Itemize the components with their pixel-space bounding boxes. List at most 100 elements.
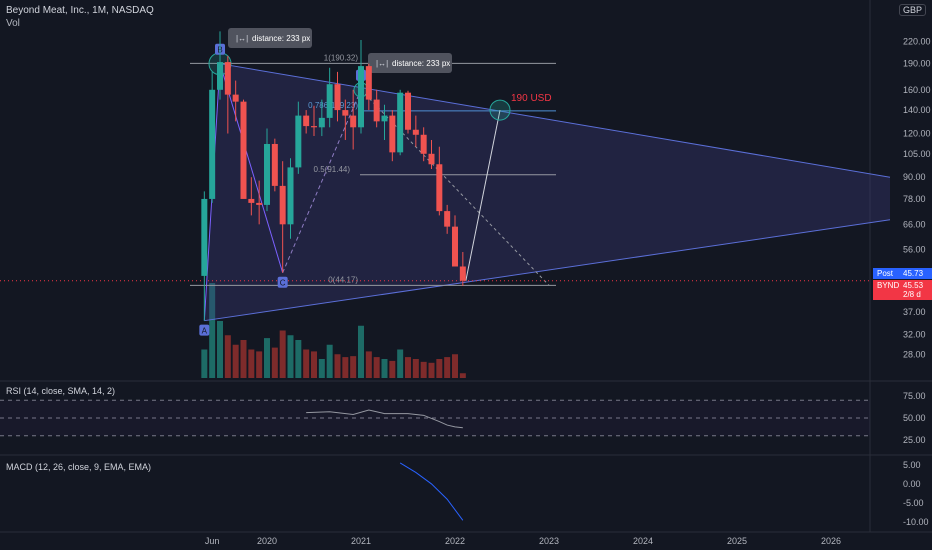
volume-bar [420, 361, 427, 378]
candle-body [436, 164, 443, 212]
candle-body [209, 89, 216, 199]
indicator-axis-label: 25.00 [903, 435, 926, 445]
price-tag-label: Post [877, 269, 894, 278]
y-tick-label: 120.00 [903, 129, 931, 139]
y-tick-label: 28.00 [903, 350, 926, 360]
point-label: B [217, 46, 222, 55]
fib-level-label: 0.5(91.44) [314, 165, 351, 174]
volume-bar [397, 349, 404, 378]
candle-body [365, 66, 372, 100]
candle-body [287, 167, 294, 225]
indicators: 75.00 50.00 25.00 5.00 0.00 -5.00 -10.00 [0, 391, 929, 527]
candle-body [381, 115, 388, 122]
indicator-axis-label: 50.00 [903, 413, 926, 423]
price-tag [873, 268, 932, 279]
y-tick-label: 140.00 [903, 105, 931, 115]
candle-body [264, 143, 270, 205]
volume-bar [405, 357, 411, 378]
volume-bar [358, 325, 364, 378]
volume-bar [428, 362, 435, 378]
volume-bar [412, 359, 419, 378]
currency-badge[interactable]: GBP [898, 4, 926, 16]
volume-bar [295, 340, 302, 378]
point-label: A [202, 327, 208, 336]
distance-icon: |↔| [376, 59, 388, 68]
volume-bar [256, 351, 263, 378]
grid [0, 0, 932, 533]
candle-body [459, 266, 466, 281]
candle-body [271, 143, 278, 186]
volume-bar [217, 321, 223, 378]
price-tag [873, 289, 932, 300]
candle-body [420, 134, 427, 154]
candle-body [318, 117, 325, 128]
y-tick-label: 56.00 [903, 244, 926, 254]
pattern-leg-dashed [282, 89, 362, 273]
volume-bar [287, 335, 294, 378]
target-circle [489, 99, 511, 121]
point-marker [277, 276, 288, 288]
x-tick-label: 2025 [727, 536, 747, 546]
volume-bar [318, 359, 325, 378]
y-tick-label: 32.00 [903, 329, 926, 339]
triangle-pattern [204, 63, 891, 321]
fib-level-label: 0.786(139.23) [308, 101, 358, 110]
candle-body [397, 92, 404, 153]
indicator-axis-label: -5.00 [903, 498, 924, 508]
candle-body [232, 94, 239, 102]
macd-label: MACD (12, 26, close, 9, EMA, EMA) [6, 462, 152, 472]
volume-bar [334, 354, 341, 378]
x-tick-label: 2021 [351, 536, 371, 546]
pattern-leg [203, 63, 284, 321]
point-label: C [280, 279, 286, 288]
x-tick-label: 2023 [539, 536, 559, 546]
candle-body [350, 115, 357, 128]
distance-icon: |↔| [236, 34, 248, 43]
y-tick-label: 66.00 [903, 219, 926, 229]
volume-label: Vol [6, 18, 20, 29]
volume-bar [365, 351, 372, 378]
x-tick-label: 2026 [821, 536, 841, 546]
chart-title: Beyond Meat, Inc., 1M, NASDAQ [6, 5, 154, 16]
target-line [465, 109, 501, 281]
candle-body [412, 129, 419, 135]
indicator-axis-label: 0.00 [903, 479, 921, 489]
volume-bar [459, 373, 466, 378]
indicator-axis-label: 5.00 [903, 460, 921, 470]
indicator-line [399, 462, 464, 521]
volume-bar [240, 340, 247, 378]
candle-body [256, 202, 263, 205]
candle-body [311, 126, 317, 128]
y-tick-label: 105.00 [903, 149, 931, 159]
x-tick-label: 2020 [257, 536, 277, 546]
candle-body [334, 84, 341, 111]
point-b-circle [208, 52, 232, 76]
price-tag-value: 45.73 [903, 269, 924, 278]
volume-bar [373, 357, 380, 378]
volume-bar [271, 347, 278, 378]
volume-bar [389, 360, 396, 378]
candle-body [201, 198, 208, 276]
candle-body [240, 101, 247, 199]
x-tick-label: 2024 [633, 536, 653, 546]
price-tag-value: 45.53 [903, 281, 924, 290]
candle-body [405, 92, 411, 130]
trend-line-lower [204, 219, 891, 322]
rsi-band [0, 400, 870, 436]
volume-bar [311, 351, 317, 378]
rsi-label: RSI (14, close, SMA, 14, 2) [6, 386, 116, 396]
candle-body [373, 99, 380, 122]
price-tag-label: BYND [877, 281, 899, 290]
trend-line-upper [219, 63, 891, 178]
indicator-axis-label: -10.00 [903, 517, 929, 527]
candle-body [342, 110, 349, 116]
volume-bar [444, 357, 451, 378]
axes: 220.00 190.00 160.00 140.00 120.00 105.00 90.0… [205, 36, 932, 546]
point-label: D [358, 72, 364, 81]
volume-bar [248, 349, 255, 378]
candle-body [217, 62, 223, 90]
candle-body [358, 66, 364, 128]
y-tick-label: 160.00 [903, 85, 931, 95]
x-tick-label: Jun [205, 536, 220, 546]
y-tick-label: 48.00 [903, 268, 926, 278]
